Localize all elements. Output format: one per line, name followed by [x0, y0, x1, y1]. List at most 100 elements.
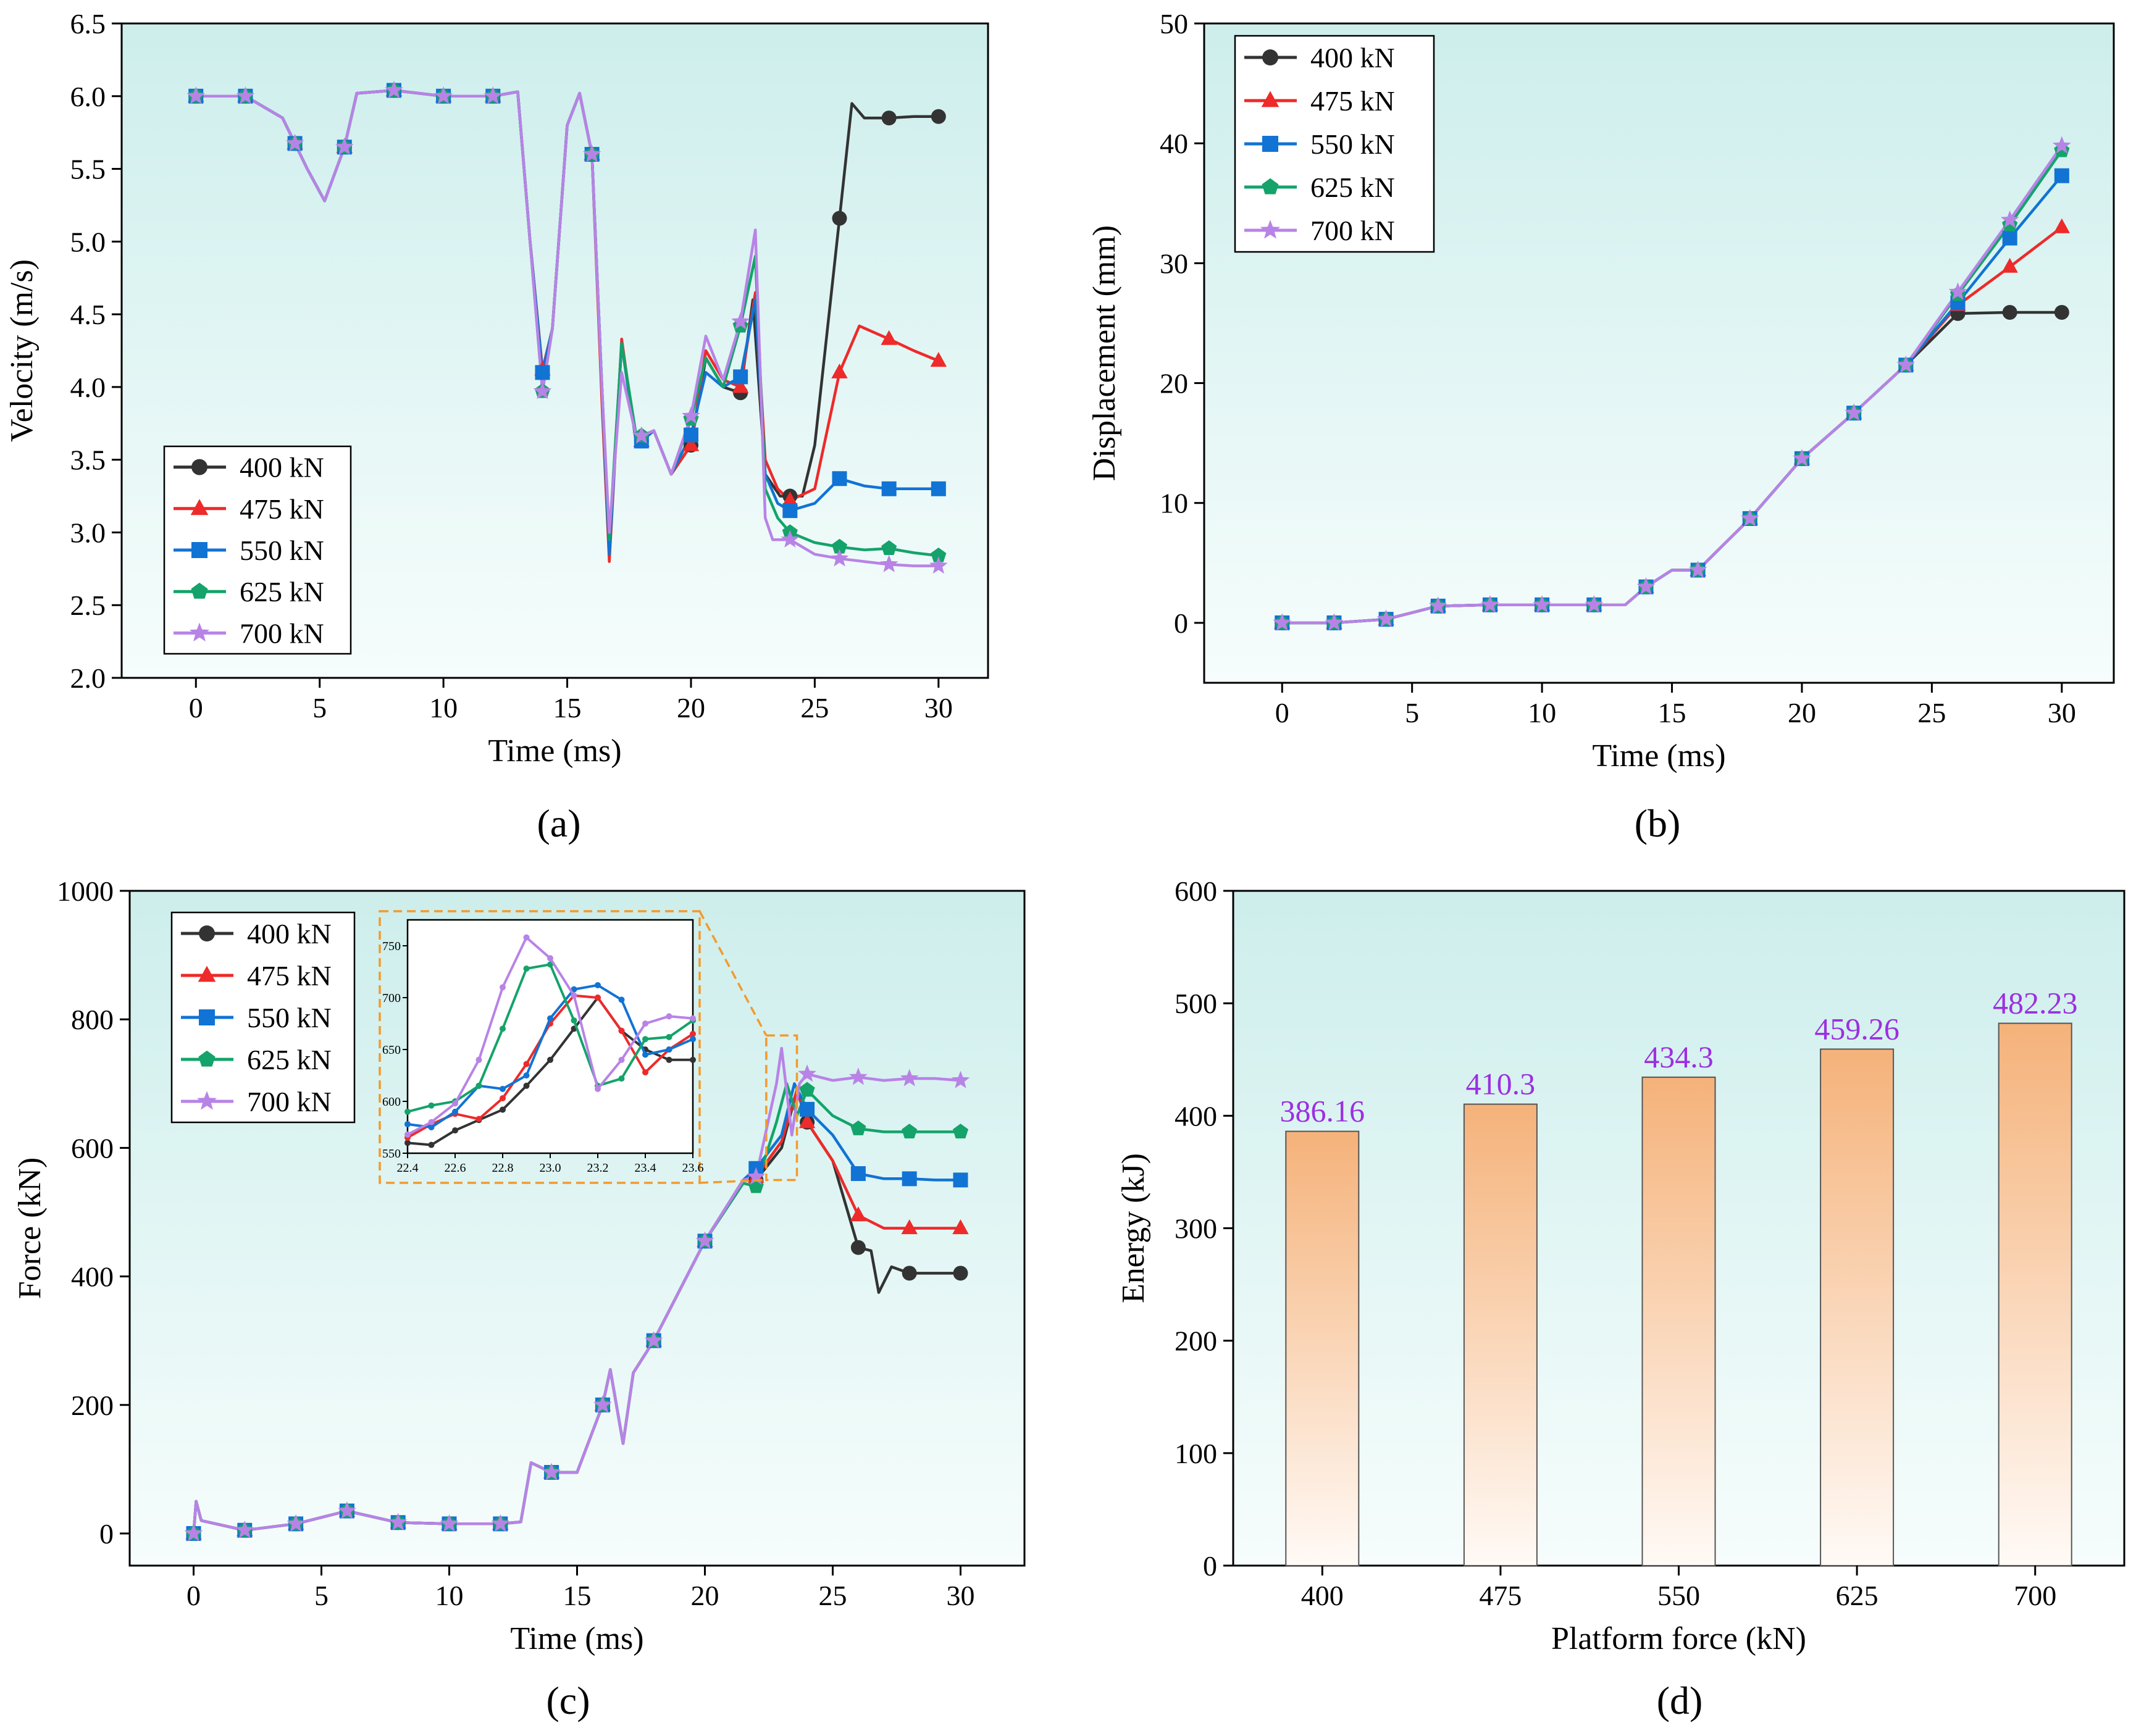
data-point	[747, 1167, 766, 1185]
inset-data-point	[452, 1108, 458, 1115]
inset-data-point	[523, 1061, 530, 1067]
inset-y-tick-label: 700	[382, 991, 401, 1005]
y-tick-label: 3.0	[70, 517, 106, 548]
inset-data-point	[500, 984, 506, 991]
data-point	[1740, 509, 1759, 527]
bar-value-label: 482.23	[1993, 986, 2078, 1020]
inset-data-point	[666, 1013, 672, 1020]
inset-data-point	[690, 1030, 696, 1037]
data-point	[1896, 355, 1916, 373]
x-tick-label: 475	[1479, 1580, 1522, 1611]
x-tick-label: 5	[312, 692, 327, 724]
inset-data-point	[571, 1017, 577, 1024]
inset-data-point	[618, 1056, 625, 1063]
data-point	[632, 426, 651, 444]
data-point	[849, 1067, 868, 1085]
legend-marker	[189, 622, 210, 642]
inset-data-point	[475, 1082, 482, 1089]
x-tick-label: 0	[186, 1580, 201, 1611]
x-axis-label: Time (ms)	[1592, 738, 1725, 774]
legend-marker	[191, 582, 208, 599]
inset-data-point	[452, 1100, 458, 1107]
inset-y-tick-label: 550	[382, 1147, 401, 1161]
data-point	[798, 1113, 816, 1129]
data-point	[798, 1064, 816, 1082]
data-point	[1636, 577, 1656, 595]
x-axis-label: Platform force (kN)	[1551, 1621, 1806, 1656]
legend-label: 475 kN	[247, 960, 332, 991]
chart-c: 0 200 400 600 800 1000 0 5 10 15 20 25 30 Time (ms) Fo…	[12, 875, 1026, 1722]
inset-data-point	[642, 1051, 648, 1058]
data-point	[2002, 230, 2017, 246]
x-tick-label: 0	[189, 692, 203, 724]
data-point	[287, 1514, 305, 1532]
inset-plot-area	[406, 919, 694, 1154]
inset-data-point	[523, 934, 530, 941]
data-point	[929, 556, 948, 574]
inset-data-point	[428, 1119, 435, 1125]
data-point	[733, 369, 748, 385]
legend-marker	[198, 966, 216, 982]
inset-y-tick-label: 600	[382, 1095, 401, 1109]
inset-data-point	[547, 1056, 553, 1063]
data-point	[236, 86, 255, 104]
series-group	[184, 1046, 970, 1542]
legend-label: 550 kN	[247, 1002, 332, 1033]
legend-label: 475 kN	[1310, 85, 1395, 117]
legend-label: 625 kN	[247, 1044, 332, 1075]
inset-data-point	[500, 1095, 506, 1101]
inset-data-point	[642, 1069, 648, 1075]
inset-x-tick-label: 23.2	[587, 1161, 609, 1175]
legend-label: 475 kN	[240, 493, 324, 525]
legend-marker	[191, 459, 207, 475]
y-tick-label: 6.5	[70, 8, 106, 40]
data-point	[881, 540, 897, 556]
data-point	[285, 133, 304, 151]
data-point	[440, 1514, 459, 1532]
y-tick-label: 30	[1160, 248, 1188, 279]
inset-data-point	[690, 1056, 696, 1063]
legend-marker	[199, 925, 215, 941]
data-point	[644, 1331, 663, 1349]
inset-data-point	[642, 1020, 648, 1027]
data-point	[1481, 595, 1499, 613]
y-tick-label: 4.0	[70, 372, 106, 403]
data-point	[831, 538, 848, 554]
inset-frame	[379, 910, 701, 1184]
data-point	[953, 1266, 968, 1281]
inset-data-point	[547, 955, 553, 962]
data-point	[902, 1171, 917, 1187]
inset-data-point	[666, 1046, 672, 1053]
legend-marker	[199, 1009, 215, 1025]
data-point	[850, 1206, 867, 1222]
chart-d: 0 100 200 300 400 500 600 Platform force (kN) En…	[1116, 875, 2126, 1722]
data-point	[850, 1240, 866, 1255]
y-tick-label: 100	[1175, 1438, 1217, 1469]
x-tick-label: 20	[1788, 697, 1816, 728]
data-point	[1533, 595, 1551, 613]
inset-data-point	[404, 1120, 411, 1127]
inset-data-point	[595, 995, 601, 1001]
data-point	[484, 86, 503, 104]
inset-x-tick-label: 23.6	[682, 1161, 704, 1175]
x-tick-label: 625	[1836, 1580, 1878, 1611]
y-tick-label: 2.0	[70, 662, 106, 694]
x-axis-label: Time (ms)	[488, 733, 621, 769]
inset-data-point	[666, 1056, 672, 1063]
x-tick-label: 5	[314, 1580, 329, 1611]
y-axis-label: Velocity (m/s)	[4, 259, 40, 442]
inset-data-point	[523, 1072, 530, 1079]
data-point	[799, 1082, 815, 1097]
y-axis-label: Force (kN)	[12, 1158, 48, 1300]
inset-data-point	[618, 1075, 625, 1082]
x-tick-label: 10	[435, 1580, 464, 1611]
inset-chart: 550 600 650 700 750 22.4 22.6 22.8 23.0 23.2 23.4 2…	[379, 910, 798, 1184]
data-point	[695, 1231, 714, 1249]
data-point	[535, 365, 550, 380]
legend-label: 700 kN	[240, 617, 324, 649]
y-tick-label: 10	[1160, 488, 1188, 519]
y-axis-label: Displacement (mm)	[1087, 225, 1122, 481]
bar-value-label: 386.16	[1280, 1094, 1365, 1129]
bar-value-label: 434.3	[1644, 1040, 1714, 1074]
series-line	[192, 1046, 961, 1534]
